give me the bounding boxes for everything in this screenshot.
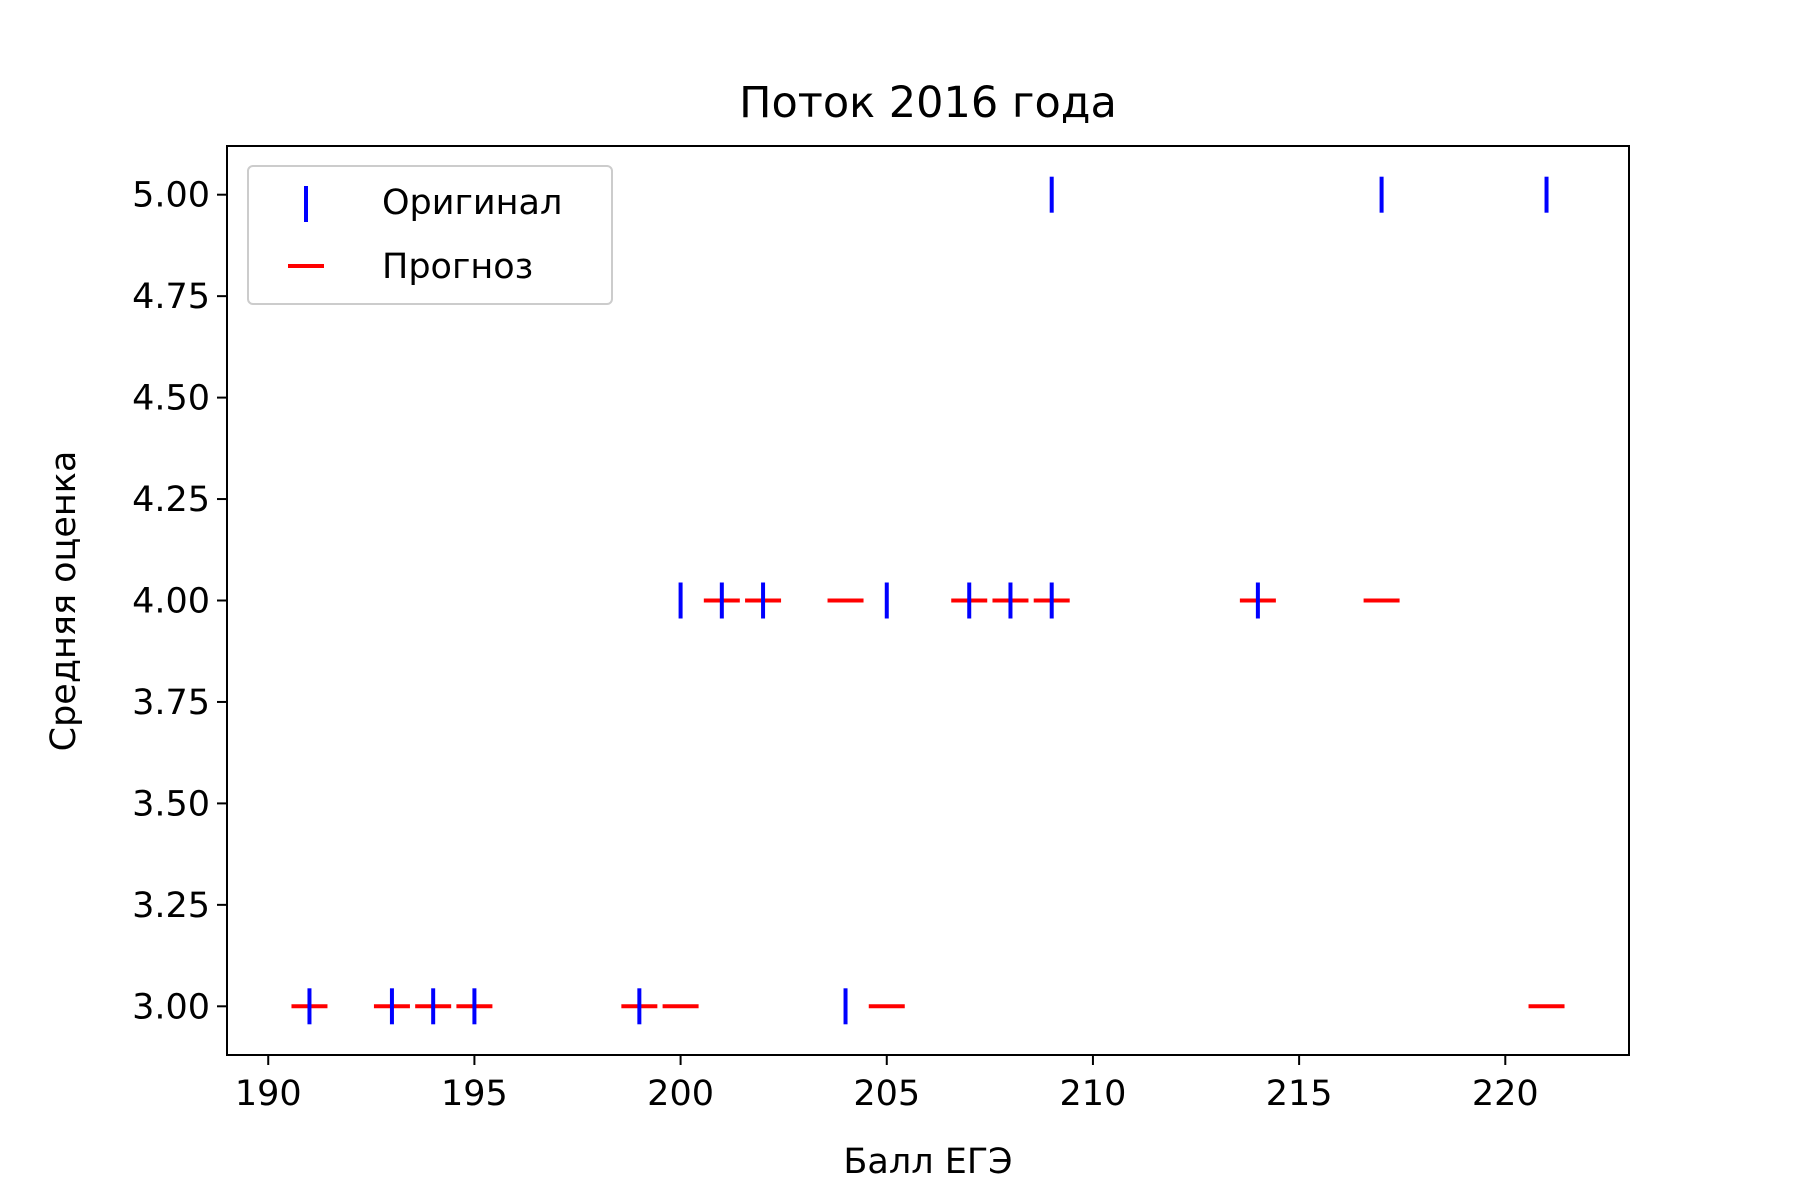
y-tick-label: 3.75	[132, 683, 210, 723]
y-tick-label: 5.00	[132, 176, 210, 216]
axis-ticks: 190 195 200 205 210 215 220 3.00 3.25 3.50 3.75 4.0…	[132, 176, 1539, 1114]
y-tick-label: 3.25	[132, 886, 210, 926]
y-tick-label: 3.50	[132, 784, 210, 824]
x-tick-label: 220	[1472, 1074, 1539, 1114]
x-axis-label: Балл ЕГЭ	[843, 1142, 1012, 1182]
x-tick-label: 200	[647, 1074, 714, 1114]
legend-forecast-label: Прогноз	[382, 247, 533, 287]
y-tick-label: 4.75	[132, 277, 210, 317]
legend: Оригинал Прогноз	[247, 165, 613, 305]
x-tick-label: 205	[853, 1074, 920, 1114]
legend-box	[247, 165, 613, 305]
y-tick-label: 4.50	[132, 379, 210, 419]
y-tick-label: 4.00	[132, 582, 210, 622]
plot-area-frame	[226, 145, 1630, 1056]
y-tick-label: 4.25	[132, 480, 210, 520]
x-tick-label: 215	[1266, 1074, 1333, 1114]
x-tick-label: 210	[1060, 1074, 1127, 1114]
y-axis-label: Средняя оценка	[44, 451, 84, 752]
legend-original-label: Оригинал	[382, 183, 562, 223]
x-tick-label: 190	[235, 1074, 302, 1114]
data-marks	[291, 176, 1565, 1025]
chart-title: Поток 2016 года	[739, 78, 1117, 128]
y-tick-label: 3.00	[132, 987, 210, 1027]
x-tick-label: 195	[441, 1074, 508, 1114]
